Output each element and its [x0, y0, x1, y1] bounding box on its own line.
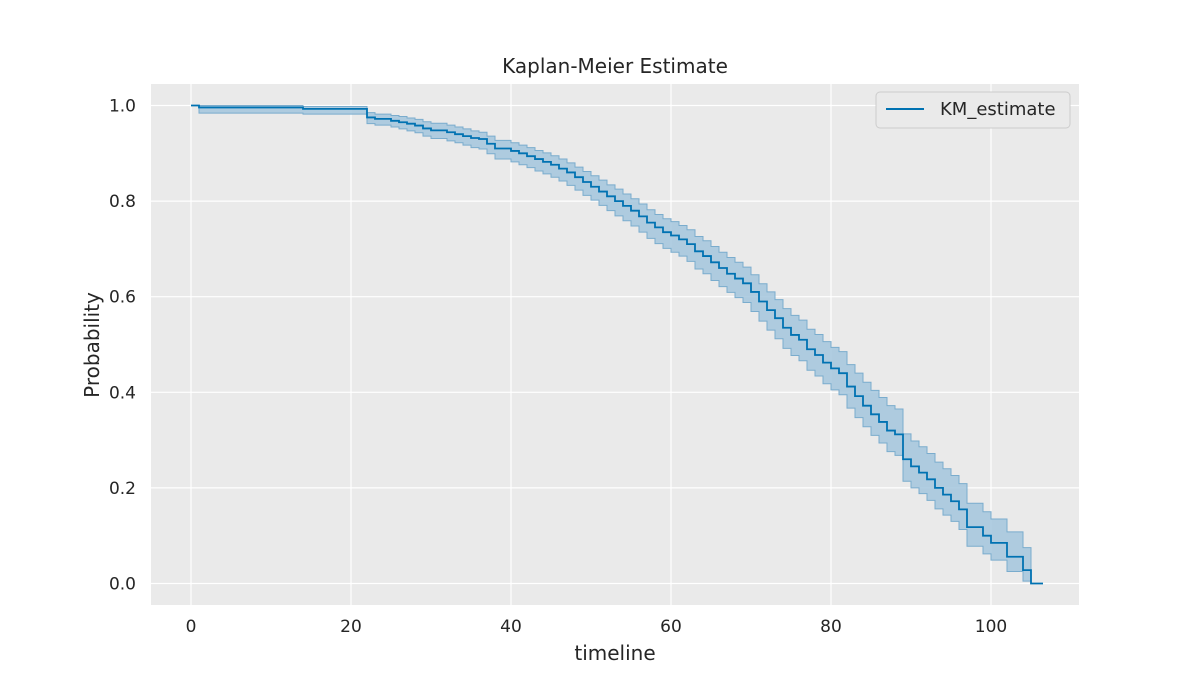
km-estimate-line-0	[191, 104, 1043, 585]
legend-box	[875, 91, 1071, 129]
legend-label: KM_estimate	[940, 99, 1056, 120]
y-tick-labels: 0.0 0.2 0.4 0.6 0.8 1.0	[109, 97, 136, 595]
chart-title: Kaplan-Meier Estimate	[502, 54, 728, 78]
plot-area-background	[151, 84, 1079, 605]
legend: KM_estimate	[875, 91, 1071, 129]
km-line	[191, 104, 1043, 585]
x-tick-label: 100	[975, 617, 1007, 637]
x-tick-labels: 0 20 40 60 80 100	[186, 617, 1008, 637]
x-axis-label: timeline	[574, 641, 655, 665]
y-tick-label: 0.2	[109, 479, 136, 499]
x-tick-label: 60	[660, 617, 682, 637]
x-tick-label: 0	[186, 617, 197, 637]
x-tick-label: 80	[820, 617, 842, 637]
y-tick-label: 0.8	[109, 192, 136, 212]
y-tick-label: 0.6	[109, 288, 136, 308]
y-tick-label: 0.4	[109, 383, 136, 403]
x-tick-label: 40	[500, 617, 522, 637]
x-tick-label: 20	[340, 617, 362, 637]
y-axis-label: Probability	[80, 292, 104, 398]
y-tick-label: 1.0	[109, 97, 136, 117]
y-tick-label: 0.0	[109, 574, 136, 594]
